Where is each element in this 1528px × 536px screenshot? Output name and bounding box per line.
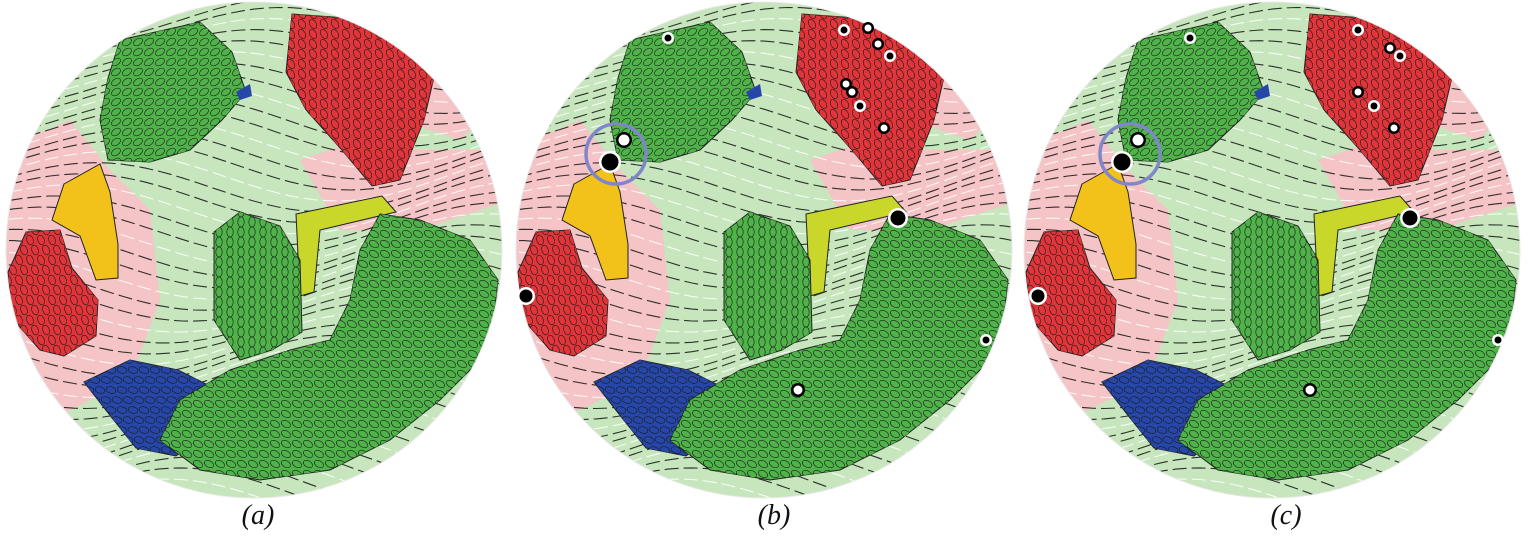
marker-core <box>981 335 991 345</box>
marker-core <box>1493 335 1503 345</box>
marker-core <box>1389 123 1399 133</box>
disc-content <box>6 2 502 498</box>
disc-content <box>516 2 1012 498</box>
disc-content <box>1024 2 1520 498</box>
blue-tick <box>746 84 762 100</box>
blue-tick <box>236 84 252 100</box>
yellow-region-left <box>51 163 119 281</box>
marker-core <box>847 87 857 97</box>
marker-core <box>889 209 907 227</box>
marker-core <box>855 101 865 111</box>
green-region-top-left <box>609 21 757 163</box>
marker-core <box>663 33 673 43</box>
marker-core <box>1112 152 1132 172</box>
marker-core <box>600 152 620 172</box>
marker-core <box>1131 133 1145 147</box>
marker-core <box>1395 51 1405 61</box>
marker-core <box>792 384 804 396</box>
panel-a-caption: (a) <box>241 500 275 531</box>
blue-tick <box>1254 84 1270 100</box>
highlight-ring <box>584 122 648 186</box>
marker-core <box>1353 87 1363 97</box>
marker-core <box>1185 33 1195 43</box>
green-region-center <box>213 211 303 361</box>
marker-core <box>1304 384 1316 396</box>
marker-core <box>1030 288 1046 304</box>
marker-core <box>879 123 889 133</box>
marker-core <box>839 25 849 35</box>
yellow-region-left <box>561 163 629 281</box>
marker-core <box>1369 101 1379 111</box>
highlight-ring <box>1098 122 1162 186</box>
panel-a: (a) <box>0 0 510 536</box>
marker-core <box>863 23 873 33</box>
panel-c-illustration <box>1023 1 1521 499</box>
yellow-region-left <box>1069 163 1137 281</box>
markers <box>1029 24 1504 397</box>
marker-core <box>873 39 883 49</box>
marker-core <box>1353 25 1363 35</box>
panel-c: (c) <box>1018 0 1528 536</box>
marker-core <box>885 51 895 61</box>
green-region-top-left <box>99 21 247 163</box>
marker-core <box>518 288 534 304</box>
panel-b-caption: (b) <box>757 500 791 531</box>
marker-core <box>1401 209 1419 227</box>
panel-c-caption: (c) <box>1270 500 1302 531</box>
disc-outline <box>5 1 503 499</box>
markers <box>517 22 992 397</box>
panel-a-illustration <box>5 1 503 499</box>
panel-b-illustration <box>515 1 1013 499</box>
disc-outline <box>515 1 1013 499</box>
marker-core <box>1385 43 1395 53</box>
panel-b: (b) <box>510 0 1020 536</box>
marker-core <box>841 79 851 89</box>
disc-outline <box>1023 1 1521 499</box>
marker-core <box>617 133 631 147</box>
